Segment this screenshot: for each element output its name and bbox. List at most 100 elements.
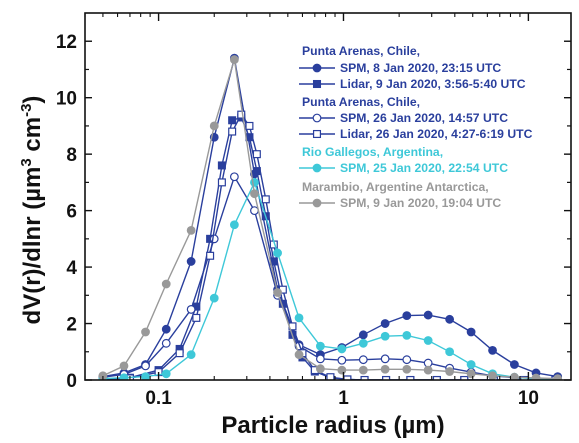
series-6-point (273, 288, 282, 297)
series-1-point (161, 324, 171, 334)
x-axis-title: Particle radius (µm) (221, 412, 444, 439)
series-1-line (102, 58, 558, 378)
series-3-point (315, 354, 325, 364)
legend-header: Punta Arenas, Chile, (302, 95, 420, 109)
series-4-point (245, 121, 254, 130)
series-5-point (186, 350, 196, 359)
series-6-line (102, 59, 558, 380)
series-5-point (402, 330, 412, 340)
series-6-point (445, 367, 455, 376)
legend-header: Punta Arenas, Chile, (302, 44, 420, 58)
series-3-point (186, 305, 196, 314)
legend: Punta Arenas, Chile, SPM, 8 Jan 2020, 23:… (299, 44, 533, 210)
legend-label: Lidar, 9 Jan 2020, 3:56-5:40 UTC (340, 77, 526, 91)
axes: 0 2 4 6 8 10 12 0.1 1 10 (56, 12, 572, 409)
legend-marker (312, 113, 322, 123)
series-6-point (380, 364, 390, 374)
x-tick-label: 10 (518, 388, 539, 409)
series-3-line (102, 175, 558, 380)
series-3-point (402, 355, 412, 365)
y-axis-title-end: ) (19, 96, 46, 104)
series-6-point (553, 374, 563, 380)
series-3-point (161, 338, 171, 348)
series-5-point (161, 369, 171, 379)
series-5-point (380, 331, 390, 341)
series-5-point (445, 347, 455, 357)
series-6-point (161, 279, 171, 289)
series-6-point (402, 364, 412, 374)
series-1-point (358, 330, 368, 340)
legend-entry: SPM, 26 Jan 2020, 14:57 UTC (299, 111, 508, 125)
legend-marker (312, 79, 322, 89)
legend-marker (312, 63, 322, 73)
series-6-point (488, 371, 497, 380)
series-5-point (466, 360, 476, 369)
series-1-point (509, 360, 519, 369)
series-4-point (192, 313, 201, 322)
legend-label: SPM, 9 Jan 2020, 19:04 UTC (340, 196, 501, 210)
series-6-point (141, 327, 150, 337)
series-3-point (209, 234, 219, 244)
series-5-point (337, 344, 347, 354)
series-6-point (423, 365, 433, 375)
legend-marker (312, 198, 322, 208)
legend-header: Rio Gallegos, Argentina, (302, 145, 443, 159)
series-5-line (102, 180, 558, 380)
series-6-point (229, 55, 239, 64)
legend-label: Lidar, 26 Jan 2020, 4:27-6:19 UTC (340, 127, 533, 141)
legend-label: SPM, 26 Jan 2020, 14:57 UTC (340, 111, 508, 125)
legend-entry: SPM, 25 Jan 2020, 22:54 UTC (299, 161, 508, 175)
series-6-point (209, 121, 219, 131)
series-3-point (337, 355, 347, 365)
y-tick-label: 2 (66, 315, 77, 336)
plot-frame (84, 12, 572, 381)
series-5-point (358, 338, 368, 348)
series-5-point (141, 372, 150, 380)
series-6-point (358, 365, 368, 375)
series-6-point (466, 369, 476, 379)
legend-entry: Lidar, 9 Jan 2020, 3:56-5:40 UTC (299, 77, 526, 91)
y-tick-label: 10 (56, 89, 77, 110)
series-6-point (315, 364, 325, 374)
series-3-point (141, 361, 150, 371)
series-4-point (206, 251, 215, 260)
series-3-point (358, 355, 368, 365)
series-5-point (119, 373, 129, 380)
series-5-point (273, 248, 282, 258)
y-tick-label: 4 (66, 258, 77, 279)
series-5-point (423, 336, 433, 345)
y-tick-label: 6 (66, 202, 77, 223)
series-1-point (402, 311, 412, 321)
legend-marker (312, 163, 322, 173)
series-6-point (186, 225, 196, 235)
legend-marker (312, 129, 322, 139)
series-3 (98, 172, 563, 380)
series-1-point (445, 314, 455, 324)
legend-header: Marambio, Argentine Antarctica, (302, 180, 489, 194)
y-axis-title-sup2: -3 (18, 104, 35, 117)
legend-label: SPM, 25 Jan 2020, 22:54 UTC (340, 161, 508, 175)
series-2-point (228, 116, 237, 125)
y-tick-label: 8 (66, 145, 77, 166)
y-axis-title-main: dV(r)/dlnr (µm (19, 167, 46, 325)
legend-entry: SPM, 8 Jan 2020, 23:15 UTC (299, 61, 501, 75)
series-5-point (294, 313, 304, 323)
series-4-point (252, 150, 261, 159)
series-1-point (380, 319, 390, 328)
series-4-point (261, 195, 270, 204)
x-tick-label: 0.1 (145, 388, 172, 409)
series-4-point (217, 178, 226, 187)
series-3-point (229, 172, 239, 182)
series-1-point (488, 345, 497, 355)
series-5-point (209, 293, 219, 303)
series-1-point (423, 310, 433, 320)
series-3-point (380, 354, 390, 364)
series-4-point (237, 110, 246, 119)
y-axis-title-sup1: 3 (18, 158, 35, 166)
series-5-point (229, 220, 239, 230)
series-6-point (531, 373, 541, 380)
series-4-point (175, 349, 184, 358)
y-tick-label: 0 (66, 371, 77, 392)
y-tick-label: 12 (56, 32, 77, 53)
